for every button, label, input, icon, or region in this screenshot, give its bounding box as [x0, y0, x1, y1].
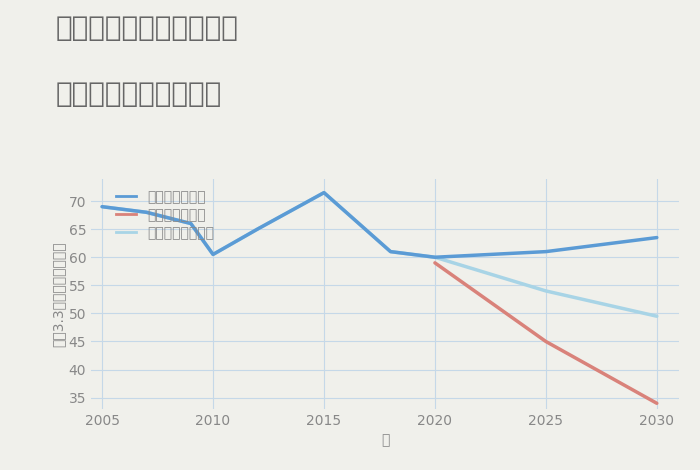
Legend: グッドシナリオ, バッドシナリオ, ノーマルシナリオ: グッドシナリオ, バッドシナリオ, ノーマルシナリオ — [116, 190, 214, 241]
ノーマルシナリオ — [386, 249, 395, 254]
ノーマルシナリオ — [209, 251, 217, 257]
Line: バッドシナリオ: バッドシナリオ — [435, 263, 657, 403]
グッドシナリオ — [98, 204, 106, 210]
ノーマルシナリオ — [652, 313, 661, 319]
Text: 三重県鈴鹿市中瀬古町の: 三重県鈴鹿市中瀬古町の — [56, 14, 239, 42]
ノーマルシナリオ — [187, 221, 195, 227]
グッドシナリオ — [430, 254, 439, 260]
グッドシナリオ — [209, 251, 217, 257]
ノーマルシナリオ — [98, 204, 106, 210]
グッドシナリオ — [142, 210, 150, 215]
ノーマルシナリオ — [430, 254, 439, 260]
グッドシナリオ — [320, 190, 328, 196]
グッドシナリオ — [386, 249, 395, 254]
Line: ノーマルシナリオ: ノーマルシナリオ — [102, 193, 657, 316]
ノーマルシナリオ — [542, 288, 550, 294]
ノーマルシナリオ — [320, 190, 328, 196]
ノーマルシナリオ — [142, 210, 150, 215]
ノーマルシナリオ — [253, 227, 262, 232]
グッドシナリオ — [187, 221, 195, 227]
グッドシナリオ — [253, 227, 262, 232]
バッドシナリオ — [430, 260, 439, 266]
バッドシナリオ — [652, 400, 661, 406]
グッドシナリオ — [542, 249, 550, 254]
Text: 中古戸建ての価格推移: 中古戸建ての価格推移 — [56, 80, 223, 108]
Line: グッドシナリオ: グッドシナリオ — [102, 193, 657, 257]
X-axis label: 年: 年 — [381, 433, 389, 447]
バッドシナリオ — [542, 339, 550, 345]
Y-axis label: 坪（3.3㎡）単価（万円）: 坪（3.3㎡）単価（万円） — [52, 241, 66, 346]
グッドシナリオ — [652, 235, 661, 240]
